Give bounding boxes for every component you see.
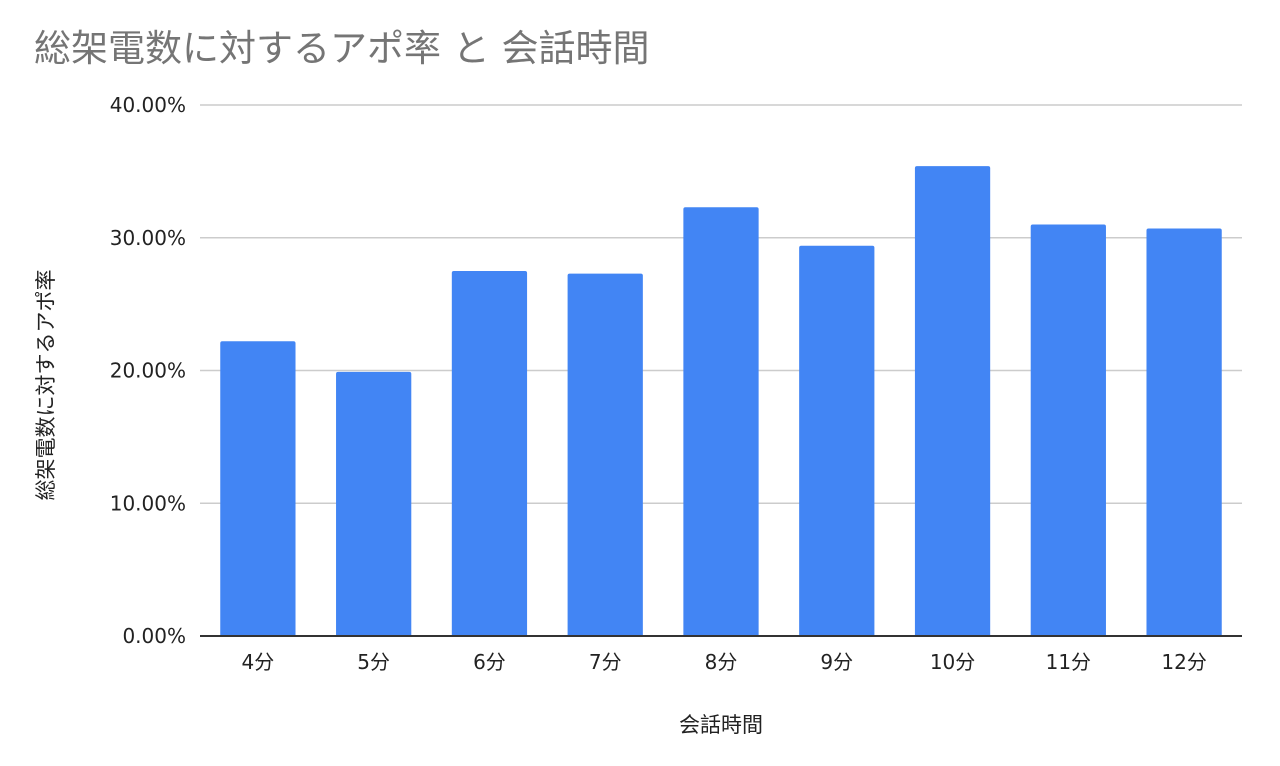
bar <box>914 166 991 636</box>
y-axis-title: 総架電数に対するアポ率 <box>34 270 58 501</box>
x-tick-label: 5分 <box>357 650 390 674</box>
y-tick-labels: 0.00% 10.00% 20.00% 30.00% 40.00% <box>110 93 186 648</box>
x-axis-title: 会話時間 <box>679 713 763 737</box>
bar <box>220 341 296 636</box>
bar <box>683 207 759 636</box>
bar <box>799 245 875 636</box>
y-tick-label: 30.00% <box>110 226 186 250</box>
x-tick-label: 8分 <box>705 650 738 674</box>
y-tick-label: 40.00% <box>110 93 186 117</box>
x-tick-label: 9分 <box>820 650 853 674</box>
x-tick-label: 11分 <box>1046 650 1091 674</box>
bar <box>567 273 643 636</box>
y-tick-label: 20.00% <box>110 359 186 383</box>
bars <box>220 166 1222 636</box>
x-tick-label: 7分 <box>589 650 622 674</box>
x-tick-label: 10分 <box>930 650 975 674</box>
x-tick-label: 12分 <box>1161 650 1206 674</box>
y-tick-label: 0.00% <box>122 624 186 648</box>
x-tick-labels: 4分 5分 6分 7分 8分 9分 10分 11分 12分 <box>242 650 1207 674</box>
bar <box>1030 224 1106 636</box>
bar <box>1146 228 1222 636</box>
x-tick-label: 6分 <box>473 650 506 674</box>
chart-title: 総架電数に対するアポ率 と 会話時間 <box>34 27 650 70</box>
bar <box>336 371 412 636</box>
x-tick-label: 4分 <box>242 650 275 674</box>
bar <box>451 270 528 636</box>
y-tick-label: 10.00% <box>110 491 186 515</box>
